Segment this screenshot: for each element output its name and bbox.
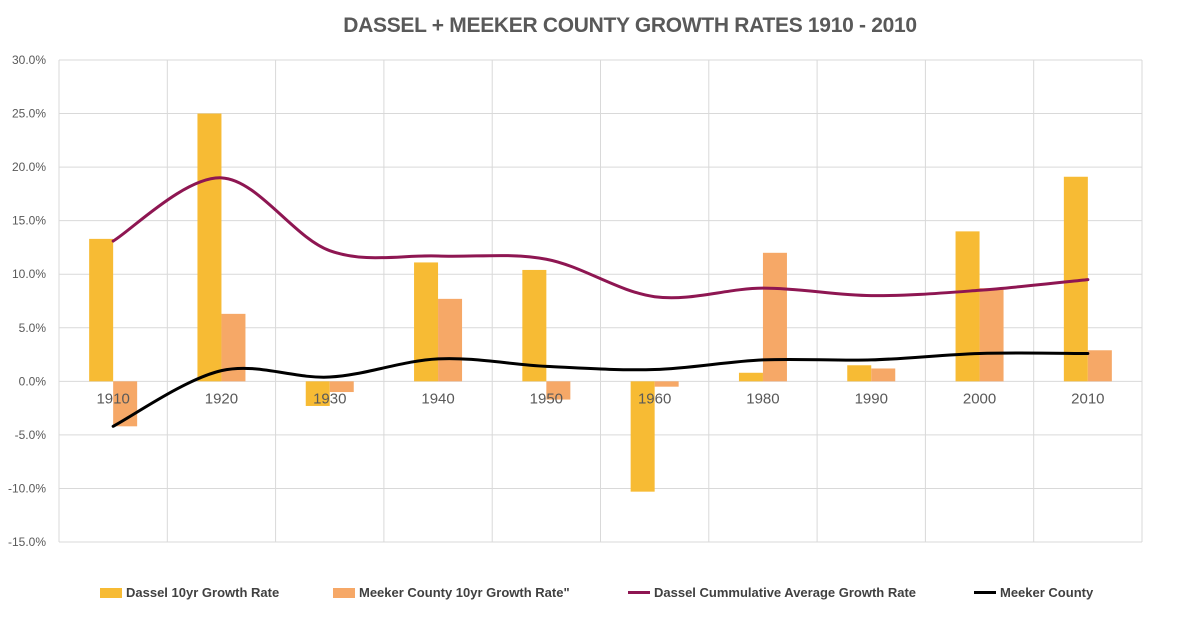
y-tick-label: -5.0% — [15, 428, 47, 442]
x-tick-label: 1990 — [855, 390, 888, 407]
x-tick-label: 1950 — [530, 390, 563, 407]
bar-dassel-1930 — [305, 381, 330, 406]
bar-meeker-2010 — [1087, 350, 1112, 382]
bar-meeker-1950 — [546, 381, 571, 400]
x-tick-label: 1930 — [313, 390, 346, 407]
bar-dassel-1920 — [197, 113, 222, 382]
legend-swatch-meeker-line — [974, 591, 996, 594]
bar-meeker-1930 — [329, 381, 354, 393]
bar-meeker-2000 — [979, 288, 1004, 382]
y-tick-label: -10.0% — [8, 481, 46, 495]
line-meeker-county — [111, 351, 1090, 428]
y-tick-label: -15.0% — [8, 535, 46, 549]
chart-title: DASSEL + MEEKER COUNTY GROWTH RATES 1910… — [343, 14, 917, 37]
y-tick-label: 5.0% — [19, 321, 47, 335]
legend-swatch-dassel-line — [628, 591, 650, 594]
x-tick-label: 1940 — [421, 390, 454, 407]
y-tick-label: 25.0% — [12, 107, 46, 121]
legend-item-meeker-bar: Meeker County 10yr Growth Rate" — [333, 585, 570, 600]
bar-dassel-1990 — [847, 365, 872, 382]
bar-meeker-1990 — [871, 368, 896, 382]
legend-label-meeker-line: Meeker County — [1000, 585, 1094, 600]
legend-item-dassel-line: Dassel Cummulative Average Growth Rate — [628, 585, 916, 600]
bar-dassel-1980 — [738, 372, 763, 382]
bar-dassel-2000 — [955, 231, 980, 382]
legend-label-dassel-line: Dassel Cummulative Average Growth Rate — [654, 585, 917, 600]
y-tick-label: 30.0% — [12, 53, 46, 67]
bar-dassel-1950 — [522, 269, 547, 382]
legend-swatch-meeker-bar — [333, 587, 355, 598]
y-tick-label: 15.0% — [12, 214, 46, 228]
y-tick-label: 0.0% — [19, 374, 47, 388]
x-tick-label: 1980 — [746, 390, 779, 407]
x-tick-label: 1910 — [96, 390, 129, 407]
bar-dassel-1910 — [89, 238, 114, 382]
x-tick-label: 2010 — [1071, 390, 1104, 407]
legend-label-meeker-bar: Meeker County 10yr Growth Rate" — [359, 585, 570, 600]
bar-meeker-1940 — [438, 298, 463, 382]
chart-plot: 30.0% 25.0% 20.0% 15.0% 10.0% 5.0% 0.0% -5.0% -1… — [8, 53, 1143, 549]
bar-meeker-1980 — [762, 252, 787, 382]
legend-item-dassel-bar: Dassel 10yr Growth Rate — [100, 585, 279, 600]
bar-dassel-1960 — [630, 381, 655, 492]
legend: Dassel 10yr Growth Rate Meeker County 10… — [0, 585, 1181, 605]
bar-dassel-1940 — [414, 262, 439, 382]
x-tick-label: 1920 — [205, 390, 238, 407]
y-tick-label: 20.0% — [12, 160, 46, 174]
line-dassel-cumulative — [111, 176, 1090, 300]
y-tick-label: 10.0% — [12, 267, 46, 281]
x-tick-label: 1960 — [638, 390, 671, 407]
x-tick-label: 2000 — [963, 390, 996, 407]
legend-swatch-dassel-bar — [100, 587, 122, 598]
bar-meeker-1960 — [654, 381, 679, 387]
legend-item-meeker-line: Meeker County — [974, 585, 1093, 600]
legend-label-dassel-bar: Dassel 10yr Growth Rate — [126, 585, 280, 600]
